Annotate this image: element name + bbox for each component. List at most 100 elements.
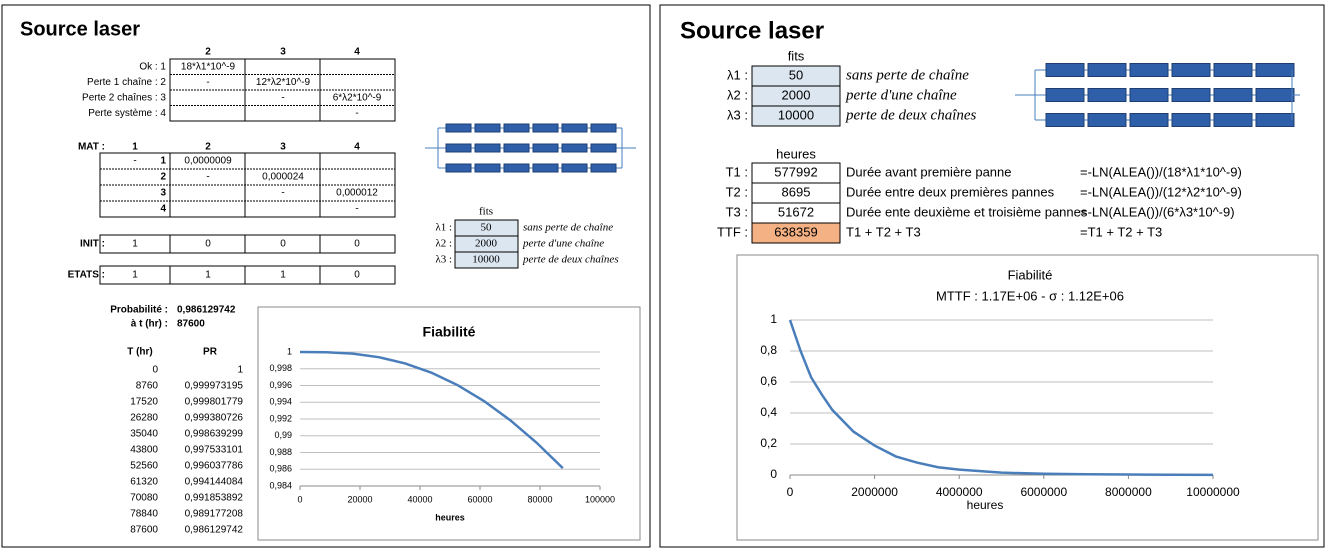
x-tick-label: 40000: [407, 494, 432, 504]
cell: 0,989177208: [185, 509, 244, 520]
x-tick-label: 0: [787, 485, 794, 499]
block: [532, 143, 559, 153]
block: [1171, 113, 1211, 127]
column-header: fits: [788, 48, 805, 63]
row-label: Perte 1 chaîne : 2: [87, 77, 166, 88]
cell: 1: [132, 239, 138, 250]
cell: 0,999801779: [185, 397, 244, 408]
cell: 1: [132, 270, 138, 281]
column-header: 1: [132, 142, 138, 153]
cell: 8760: [136, 381, 159, 392]
cell: 0,994144084: [185, 477, 244, 488]
block: [474, 143, 501, 153]
value: 50: [789, 67, 803, 82]
x-tick-label: 8000000: [1105, 485, 1152, 499]
description: Durée ente deuxième et troisième pannes: [846, 204, 1088, 219]
row-label: T3 :: [726, 204, 748, 219]
chart-subtitle: MTTF : 1.17E+06 - σ : 1.12E+06: [936, 288, 1124, 303]
column-header: 3: [280, 47, 286, 58]
row-label: λ3 :: [435, 254, 452, 266]
cell: 0,000024: [262, 172, 304, 183]
block: [1087, 63, 1127, 77]
block: [561, 163, 588, 173]
cell: 17520: [130, 397, 158, 408]
chart-title: Fiabilité: [1008, 267, 1053, 282]
row-label: MAT :: [78, 142, 105, 153]
column-header: 2: [205, 47, 211, 58]
x-tick-label: 20000: [347, 494, 372, 504]
value: 87600: [177, 319, 205, 330]
formula: =T1 + T2 + T3: [1080, 224, 1162, 239]
cell: 0,991853892: [185, 493, 244, 504]
x-tick-label: 6000000: [1020, 485, 1067, 499]
cell: 6*λ2*10^-9: [333, 93, 382, 104]
block: [532, 123, 559, 133]
cell: 0: [280, 239, 286, 250]
value: 10000: [472, 254, 500, 266]
row-label: λ2 :: [435, 238, 452, 250]
row-label: λ3 :: [727, 107, 748, 122]
vector-box: [99, 265, 396, 285]
block: [1171, 88, 1211, 102]
right-panel: [659, 4, 1325, 548]
block: [1087, 88, 1127, 102]
column-header: heures: [776, 146, 816, 161]
value-box: [454, 251, 519, 269]
y-tick-label: 0,6: [760, 374, 777, 388]
row-label: Probabilité :: [110, 305, 168, 316]
row-label: 3: [160, 188, 166, 199]
block: [532, 163, 559, 173]
formula: =-LN(ALEA())/(6*λ3*10^-9): [1080, 204, 1235, 219]
cell: 12*λ2*10^-9: [256, 77, 311, 88]
y-tick-label: 0,998: [269, 363, 292, 373]
y-tick-label: 0,2: [760, 436, 777, 450]
cell: 0,996037786: [185, 461, 244, 472]
description: sans perte de chaîne: [523, 222, 613, 234]
cell: 0: [152, 365, 158, 376]
row-label: λ1 :: [435, 222, 452, 234]
row-label: 4: [160, 204, 166, 215]
description: T1 + T2 + T3: [846, 224, 921, 239]
cell: -: [206, 172, 209, 183]
y-tick-label: 0,984: [269, 480, 292, 490]
y-tick-label: 1: [770, 312, 777, 326]
block: [503, 163, 530, 173]
cell: 0: [205, 239, 211, 250]
title: Source laser: [680, 17, 824, 44]
cell: 0,998639299: [185, 429, 244, 440]
value: 577992: [774, 164, 817, 179]
block: [1171, 63, 1211, 77]
y-tick-label: 0,986: [269, 464, 292, 474]
description: perte de deux chaînes: [845, 107, 977, 123]
block: [1213, 63, 1253, 77]
cell: 35040: [130, 429, 158, 440]
cell: 43800: [130, 445, 158, 456]
cell: 87600: [130, 525, 158, 536]
chart-title: Fiabilité: [423, 324, 476, 340]
x-tick-label: 60000: [467, 494, 492, 504]
chart-frame: [736, 254, 1319, 541]
x-tick-label: 100000: [585, 494, 615, 504]
cell: 0,000012: [336, 188, 378, 199]
y-tick-label: 0,988: [269, 447, 292, 457]
block: [503, 123, 530, 133]
cell: 52560: [130, 461, 158, 472]
block: [503, 143, 530, 153]
series-line: [788, 319, 1214, 477]
value-box: [751, 222, 841, 244]
cell: 0: [354, 239, 360, 250]
formula: =-LN(ALEA())/(18*λ1*10^-9): [1080, 164, 1242, 179]
cell: 0,999380726: [185, 413, 244, 424]
row-label: Ok : 1: [139, 62, 166, 73]
chart-frame: [257, 306, 641, 541]
block: [1255, 63, 1295, 77]
cell: 78840: [130, 509, 158, 520]
x-tick-label: 2000000: [851, 485, 898, 499]
y-tick-label: 0,4: [760, 405, 777, 419]
row-label: Perte système : 4: [88, 108, 166, 119]
series-line: [299, 350, 564, 470]
row-label: 1: [160, 156, 166, 167]
cell: 70080: [130, 493, 158, 504]
value-box: [751, 105, 841, 127]
